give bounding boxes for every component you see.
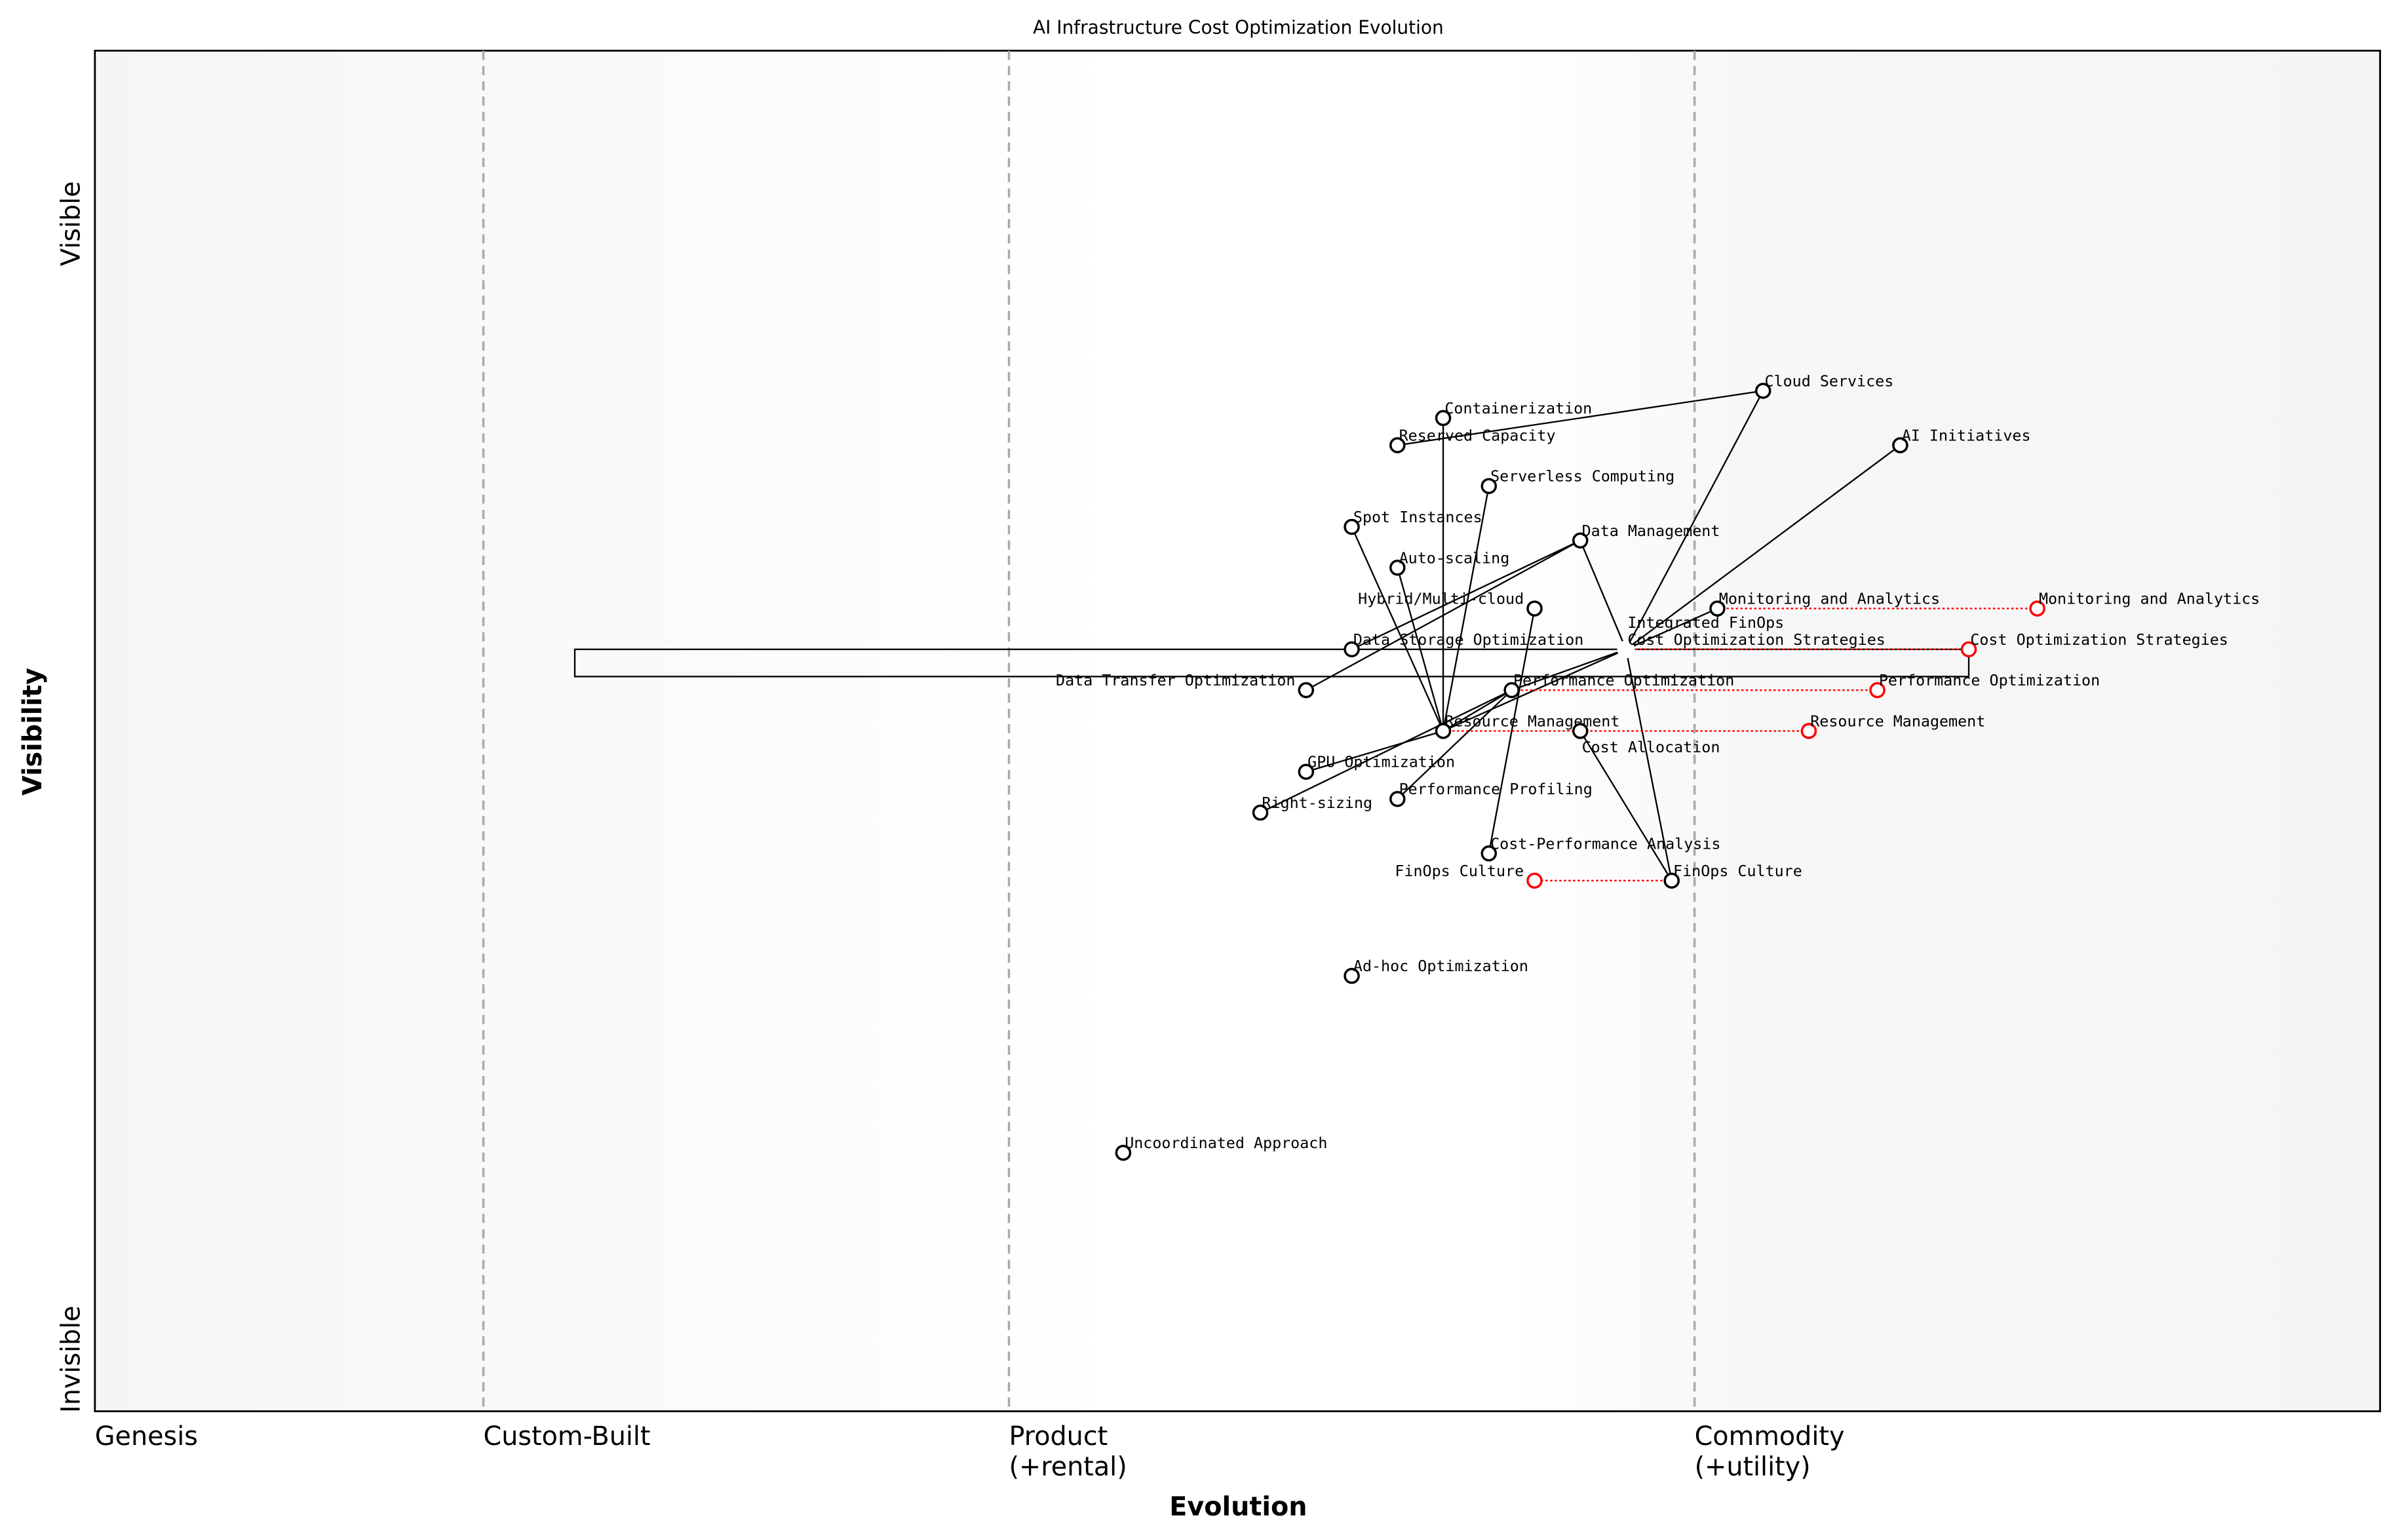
link-ai-initiatives-to-integrated-finops (1625, 444, 1901, 650)
component-marker-monitoring-and-analytics (1709, 600, 1726, 617)
link-spot-instances-to-resource-management (1351, 526, 1444, 731)
map-title: AI Infrastructure Cost Optimization Evol… (1033, 17, 1444, 39)
component-marker-uncoordinated-approach (1115, 1144, 1132, 1161)
component-marker-cost-optimization-strategies (1617, 640, 1635, 659)
link-integrated-finops-to-resource-management (1442, 648, 1627, 732)
evolved-marker-monitoring-and-analytics (2029, 600, 2045, 617)
component-marker-cloud-services (1754, 383, 1771, 399)
evolved-label-cost-optimization-strategies: Cost Optimization Strategies (1970, 630, 2228, 649)
component-label-auto-scaling: Auto-scaling (1399, 549, 1510, 567)
stage-label-product: (+rental) (1009, 1452, 1127, 1482)
x-axis-label: Evolution (1169, 1492, 1307, 1522)
component-label-ai-initiatives: AI Initiatives (1902, 426, 2031, 444)
evolved-marker-cost-optimization-strategies (1960, 641, 1977, 658)
evolved-marker-resource-management (1800, 723, 1817, 739)
component-label-containerization: Containerization (1444, 399, 1592, 417)
evolved-marker-finops-culture (1526, 872, 1543, 889)
link-serverless-computing-to-resource-management (1442, 486, 1490, 731)
component-marker-data-management (1572, 532, 1589, 549)
component-marker-ad-hoc-optimization (1344, 967, 1360, 984)
link-integrated-finops-to-performance-optimization (1511, 648, 1627, 691)
component-marker-auto-scaling (1389, 560, 1406, 576)
component-marker-cost-performance-analysis (1481, 845, 1498, 862)
component-label-cloud-services: Cloud Services (1765, 372, 1894, 390)
link-monitoring-and-analytics-to-integrated-finops (1625, 607, 1718, 650)
component-label-ad-hoc-optimization: Ad-hoc Optimization (1353, 957, 1528, 975)
component-marker-containerization (1435, 410, 1452, 427)
component-label-data-transfer-optimization: Data Transfer Optimization (1056, 671, 1295, 689)
stage-label-genesis: Genesis (95, 1421, 198, 1452)
y-axis-bottom-label: Invisible (56, 1305, 86, 1413)
component-label-resource-management: Resource Management (1444, 712, 1619, 730)
component-marker-performance-profiling (1389, 790, 1406, 807)
component-marker-ai-initiatives (1892, 437, 1908, 453)
component-label-integrated-finops: Integrated FinOps (1627, 613, 1784, 632)
stage-label-commodity: (+utility) (1695, 1452, 1811, 1482)
link-data-management-to-data-storage-optimization (1351, 539, 1581, 650)
component-label-right-sizing: Right-sizing (1262, 794, 1372, 812)
y-axis-label: Visibility (18, 668, 48, 796)
link-performance-optimization-to-right-sizing (1260, 689, 1513, 814)
link-cloud-services-to-integrated-finops (1625, 390, 1764, 650)
link-performance-optimization-to-resource-management (1442, 689, 1513, 732)
stage-label-product: Product (1009, 1421, 1108, 1452)
component-marker-serverless-computing (1481, 478, 1498, 494)
component-label-uncoordinated-approach: Uncoordinated Approach (1125, 1134, 1327, 1152)
component-marker-spot-instances (1344, 518, 1360, 535)
component-label-cost-allocation: Cost Allocation (1582, 738, 1720, 756)
evolved-label-monitoring-and-analytics: Monitoring and Analytics (2039, 590, 2260, 608)
component-label-hybrid-multi-cloud: Hybrid/Multi-cloud (1358, 590, 1524, 608)
component-marker-resource-management (1435, 723, 1452, 739)
component-label-cost-performance-analysis: Cost-Performance Analysis (1490, 834, 1720, 853)
link-hybrid-multi-cloud-to-cost-performance-analysis (1488, 608, 1536, 854)
link-cost-allocation-to-finops-culture (1579, 730, 1673, 881)
link-auto-scaling-to-resource-management (1397, 567, 1444, 731)
component-label-cost-optimization-strategies: Cost Optimization Strategies (1627, 630, 1886, 649)
component-label-data-storage-optimization: Data Storage Optimization (1353, 630, 1583, 649)
link-resource-management-to-gpu-optimization (1306, 730, 1444, 773)
component-label-finops-culture: FinOps Culture (1673, 862, 1802, 880)
component-marker-reserved-capacity (1389, 437, 1406, 453)
y-axis-top-label: Visible (56, 181, 86, 266)
link-integrated-finops-to-finops-culture (1625, 649, 1673, 881)
component-label-data-management: Data Management (1582, 522, 1720, 540)
component-label-monitoring-and-analytics: Monitoring and Analytics (1719, 590, 1940, 608)
component-marker-right-sizing (1252, 804, 1269, 821)
stage-label-commodity: Commodity (1695, 1421, 1845, 1452)
link-performance-optimization-to-performance-profiling (1397, 689, 1513, 800)
component-marker-performance-optimization (1503, 682, 1520, 699)
component-label-spot-instances: Spot Instances (1353, 508, 1482, 526)
component-marker-data-transfer-optimization (1298, 682, 1315, 699)
plot-area (94, 49, 2382, 1412)
component-marker-finops-culture (1663, 872, 1680, 889)
component-label-performance-optimization: Performance Optimization (1513, 671, 1734, 689)
component-marker-data-storage-optimization (1344, 641, 1360, 658)
evolved-label-performance-optimization: Performance Optimization (1879, 671, 2100, 689)
component-label-gpu-optimization: GPU Optimization (1307, 753, 1455, 771)
evolved-label-resource-management: Resource Management (1810, 712, 1985, 730)
evolved-marker-performance-optimization (1869, 682, 1886, 699)
component-marker-hybrid-multi-cloud (1526, 600, 1543, 617)
pipeline-box (573, 648, 1970, 678)
component-marker-cost-allocation (1572, 723, 1589, 739)
link-data-management-to-integrated-finops (1579, 540, 1627, 650)
link-data-management-to-data-transfer-optimization (1306, 539, 1581, 691)
evolved-label-finops-culture: FinOps Culture (1395, 862, 1524, 880)
component-label-performance-profiling: Performance Profiling (1399, 780, 1593, 798)
component-label-serverless-computing: Serverless Computing (1490, 467, 1674, 486)
stage-label-custom-built: Custom-Built (484, 1421, 651, 1452)
component-marker-gpu-optimization (1298, 763, 1315, 780)
link-cloud-services-to-reserved-capacity (1397, 390, 1764, 446)
component-label-reserved-capacity: Reserved Capacity (1399, 426, 1556, 444)
